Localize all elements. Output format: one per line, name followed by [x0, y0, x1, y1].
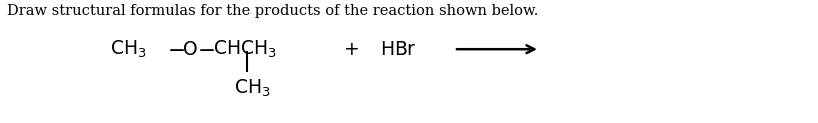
Text: $\mathregular{CHCH_3}$: $\mathregular{CHCH_3}$: [213, 38, 276, 60]
Text: +: +: [344, 40, 360, 59]
Text: $\mathregular{CH_3}$: $\mathregular{CH_3}$: [234, 78, 271, 99]
Text: $\mathregular{HBr}$: $\mathregular{HBr}$: [380, 40, 417, 59]
Text: $\mathregular{O}$: $\mathregular{O}$: [182, 40, 198, 59]
Text: $\mathregular{-}$: $\mathregular{-}$: [197, 39, 215, 59]
Text: Draw structural formulas for the products of the reaction shown below.: Draw structural formulas for the product…: [7, 4, 538, 18]
Text: $\mathregular{CH_3}$: $\mathregular{CH_3}$: [110, 38, 147, 60]
Text: $\mathregular{-}$: $\mathregular{-}$: [167, 39, 185, 59]
